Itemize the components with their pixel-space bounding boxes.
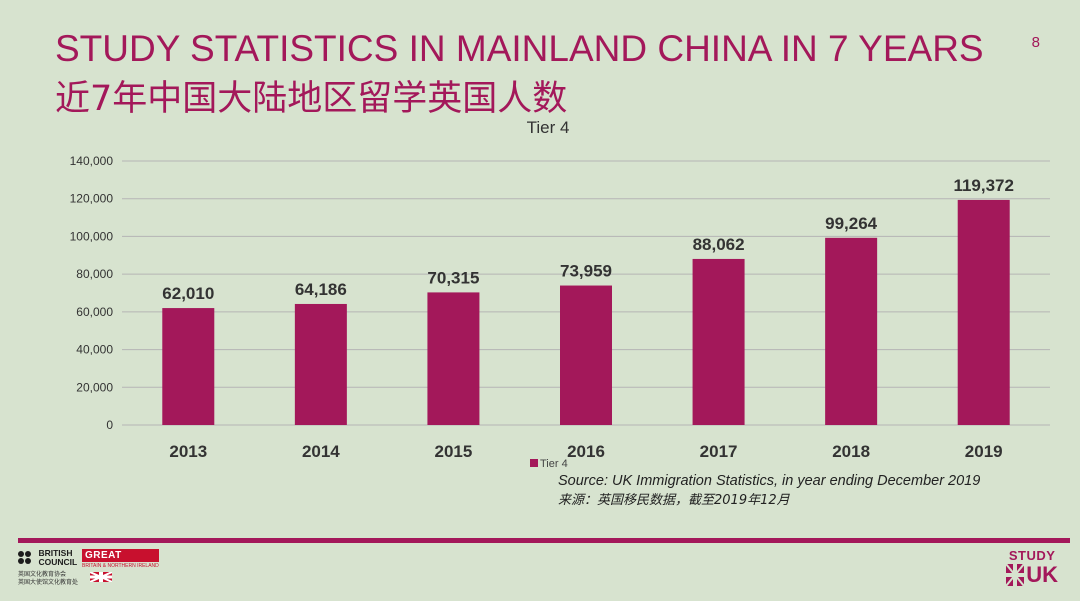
x-tick-label: 2017 (700, 442, 738, 461)
bar-data-label: 88,062 (693, 235, 745, 254)
british-council-line1: BRITISH (38, 548, 73, 558)
x-tick-label: 2019 (965, 442, 1003, 461)
bar-data-label: 64,186 (295, 280, 347, 299)
page-title: STUDY STATISTICS IN MAINLAND CHINA IN 7 … (55, 28, 984, 69)
study-uk-logo-study: STUDY (1008, 548, 1056, 563)
union-jack-icon (89, 571, 113, 583)
british-council-line2: COUNCIL (38, 557, 78, 567)
chart-title: Tier 4 (527, 118, 570, 137)
legend-label: Tier 4 (540, 458, 568, 470)
y-tick-label: 120,000 (70, 192, 114, 206)
study-uk-logo: STUDY UK (1006, 548, 1058, 586)
x-tick-label: 2015 (435, 442, 473, 461)
bar-chart: Tier 4 0 20,000 40,000 60,000 80,000 100,000 12… (70, 118, 1050, 470)
bar-data-label: 73,959 (560, 262, 612, 281)
bar (957, 199, 1010, 425)
footer-divider (18, 538, 1070, 543)
bar (294, 303, 347, 425)
great-logo-text: GREAT (82, 549, 159, 562)
bar-data-label: 70,315 (427, 268, 479, 287)
bar-data-label: 62,010 (162, 284, 214, 303)
british-council-cn1: 英国文化教育协会 (18, 571, 67, 578)
great-logo: GREAT BRITAIN & NORTHERN IRELAND (82, 549, 159, 587)
bar (692, 258, 745, 425)
bar-data-label: 119,372 (953, 176, 1014, 195)
source-chinese: 来源：英国移民数据，截至2019年12月 (558, 493, 790, 508)
bar (825, 237, 878, 425)
y-tick-label: 60,000 (76, 305, 113, 319)
bar (162, 308, 215, 425)
british-council-dots-icon (18, 551, 31, 564)
y-tick-label: 20,000 (76, 380, 113, 394)
british-council-cn2: 英国大使馆文化教育处 (18, 579, 79, 586)
y-tick-label: 140,000 (70, 154, 114, 168)
page-subtitle-chinese: 近7年中国大陆地区留学英国人数 (55, 79, 568, 119)
y-tick-label: 40,000 (76, 343, 113, 357)
study-uk-logo-uk: UK (1026, 562, 1058, 587)
great-logo-subtext: BRITAIN & NORTHERN IRELAND (82, 563, 159, 569)
x-tick-label: 2016 (567, 442, 605, 461)
x-tick-label: 2013 (169, 442, 207, 461)
bar (427, 292, 480, 425)
x-tick-label: 2018 (832, 442, 870, 461)
y-tick-label: 0 (106, 418, 113, 432)
british-council-logo: BRITISH COUNCIL 英国文化教育协会 英国大使馆文化教育处 (18, 549, 78, 587)
x-tick-label: 2014 (302, 442, 340, 461)
page-number: 8 (1031, 34, 1040, 51)
legend-swatch (530, 459, 538, 467)
source-note: Source: UK Immigration Statistics, in ye… (558, 472, 980, 510)
union-jack-icon (1006, 564, 1025, 586)
y-tick-label: 80,000 (76, 267, 113, 281)
bar-data-label: 99,264 (825, 214, 878, 233)
y-tick-label: 100,000 (70, 229, 114, 243)
source-english: Source: UK Immigration Statistics, in ye… (558, 473, 981, 489)
bar (560, 285, 612, 425)
